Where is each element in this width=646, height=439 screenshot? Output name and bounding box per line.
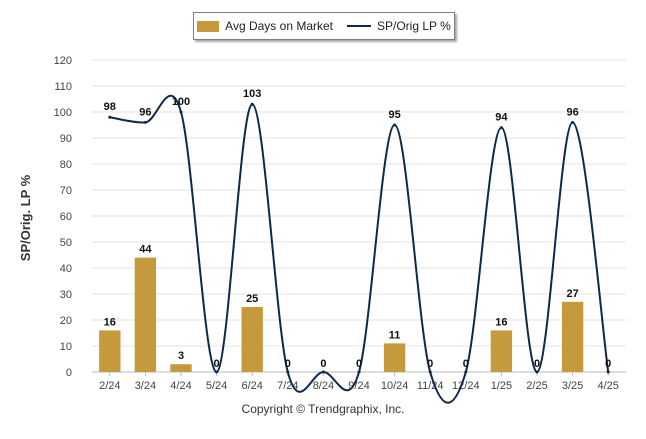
y-tick-label: 60 [60,211,72,223]
legend-bar-label: Avg Days on Market [225,19,333,33]
copyright-text: Copyright © Trendgraphix, Inc. [241,402,405,416]
line-value-label: 103 [243,88,261,100]
y-tick-label: 100 [54,107,72,119]
bar [241,307,263,372]
x-tick-label: 4/25 [597,380,618,392]
line-point [250,102,254,106]
bar [170,364,192,372]
y-tick-label: 50 [60,237,72,249]
x-tick-label: 2/25 [526,380,547,392]
legend-bar-swatch [197,20,220,32]
bar [561,301,584,372]
bar-value-label: 0 [605,358,611,370]
x-tick-label: 12/24 [452,380,480,392]
line-point [286,370,290,374]
line-point [179,110,183,114]
legend-item-line[interactable]: SP/Orig LP % [347,19,451,33]
line-point [108,115,112,119]
line-point [606,370,610,374]
y-tick-label: 40 [60,263,72,275]
bar-value-label: 0 [356,358,362,370]
line-value-label: 98 [104,101,116,113]
x-tick-label: 11/24 [417,380,444,392]
legend-line-swatch [347,25,371,27]
bar-value-label: 0 [463,358,469,370]
line-point [321,370,325,374]
line-point [143,120,147,124]
x-tick-label: 5/24 [206,380,227,392]
legend: Avg Days on Market SP/Orig LP % [193,12,455,40]
line-point [499,126,503,130]
legend-line-label: SP/Orig LP % [377,19,451,33]
y-tick-label: 30 [60,289,72,301]
line-value-label: 94 [495,112,508,124]
line-point [535,370,539,374]
bar-value-label: 0 [214,358,220,370]
y-tick-label: 90 [60,133,72,145]
line-value-label: 96 [566,106,578,118]
line-point [464,370,468,374]
y-tick-label: 0 [66,367,72,379]
line-point [215,370,219,374]
bar-value-label: 44 [139,244,152,256]
bar [490,330,513,372]
y-tick-label: 110 [54,81,72,93]
bar-value-label: 3 [178,350,184,362]
line-point [428,370,432,374]
line-value-label: 100 [172,96,190,108]
x-tick-label: 3/25 [562,380,583,392]
bar-value-label: 16 [495,316,507,328]
bar-value-label: 0 [427,358,433,370]
x-tick-label: 8/24 [313,380,334,392]
bar [99,330,121,372]
bar [383,343,406,372]
y-tick-label: 70 [60,185,72,197]
x-tick-label: 10/24 [381,380,409,392]
bar-value-label: 11 [389,329,401,341]
x-tick-label: 6/24 [241,380,262,392]
bar-value-label: 25 [246,293,258,305]
y-tick-label: 120 [54,55,72,67]
y-tick-label: 80 [60,159,72,171]
bar-value-label: 0 [534,358,540,370]
x-tick-label: 3/24 [135,380,156,392]
x-tick-label: 9/24 [348,380,369,392]
line-value-label: 96 [139,106,151,118]
line-point [393,123,397,127]
line-value-label: 95 [388,109,400,121]
legend-item-bar[interactable]: Avg Days on Market [197,19,333,33]
line-point [571,120,575,124]
bar-value-label: 0 [320,358,326,370]
line-point [357,370,361,374]
bar-value-label: 27 [566,288,578,300]
y-tick-label: 10 [60,341,72,353]
y-tick-label: 20 [60,315,72,327]
y-axis-title: SP/Orig. LP % [17,174,33,262]
x-tick-label: 2/24 [99,380,120,392]
x-tick-label: 1/25 [491,380,512,392]
x-tick-label: 7/24 [277,380,298,392]
x-tick-label: 4/24 [170,380,191,392]
bar [134,257,157,372]
bar-value-label: 0 [285,358,291,370]
bar-value-label: 16 [104,316,116,328]
series-line-sp-orig-lp [109,94,610,404]
